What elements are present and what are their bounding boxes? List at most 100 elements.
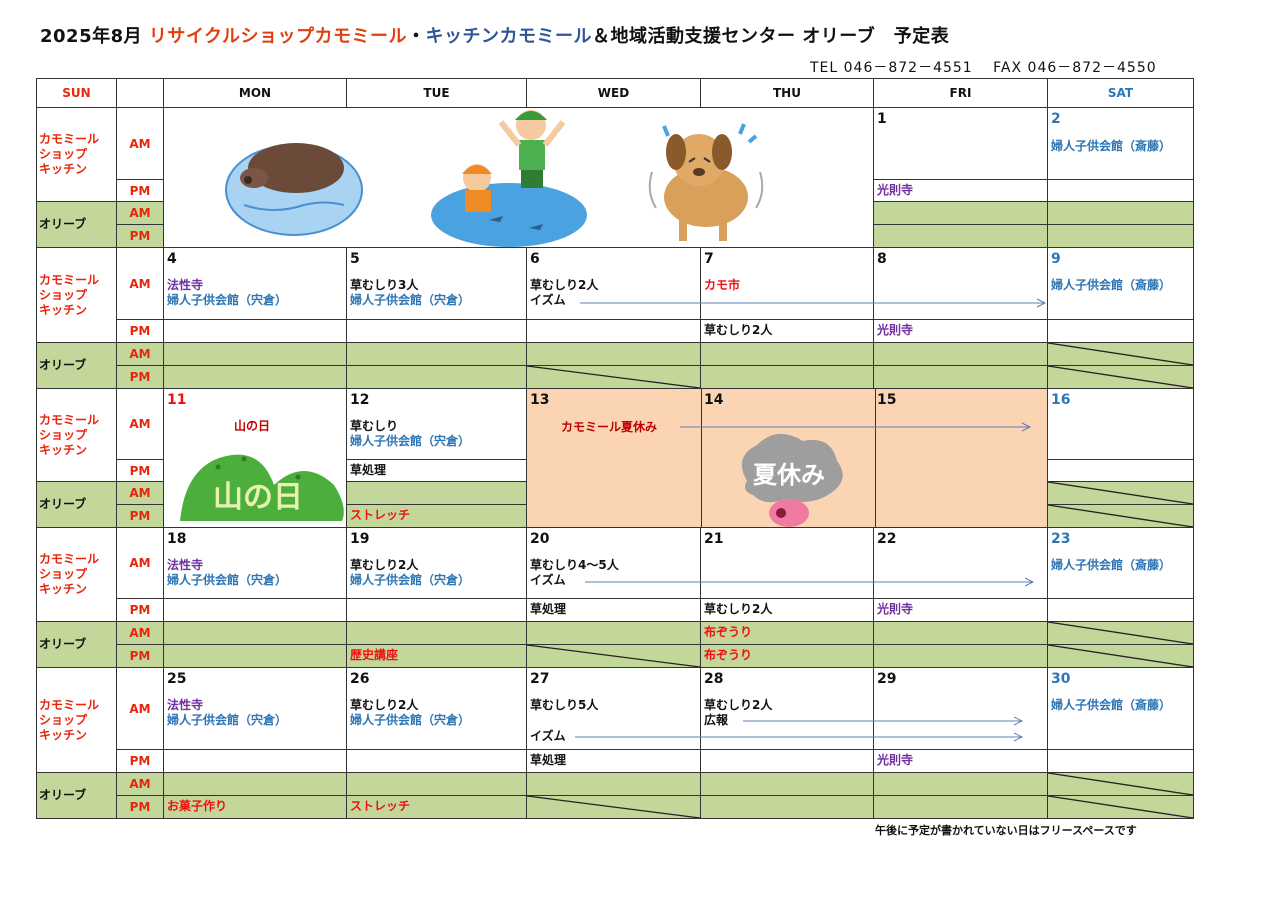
crossed-out-mark [527,645,700,667]
day-cell-pm [163,749,347,773]
schedule-entry: 草処理 [530,602,567,616]
olive-cell-am [873,342,1048,366]
olive-label: オリーブ [39,358,87,372]
schedule-entry: 光則寺 [877,183,914,197]
holiday-label: 山の日 [234,419,271,433]
olive-cell-pm: 布ぞうり [700,644,874,668]
weekday-label: SAT [1107,86,1134,100]
crossed-out-mark [1048,505,1193,527]
slot-label-pm: PM [116,365,164,389]
olive-cell-am [873,621,1048,645]
schedule-entry: 法性寺 [167,698,204,712]
weekday-header-tue: TUE [346,78,527,108]
date-number: 18 [167,531,187,547]
am-label: AM [129,701,151,716]
schedule-entry: イズム [530,293,566,307]
date-number: 4 [167,251,177,267]
schedule-entry: 婦人子供会館（宍倉） [167,573,288,587]
date-number: 26 [350,671,370,687]
slot-label-pm: PM [116,504,164,528]
slot-label-pm: PM [116,749,164,773]
olive-label: オリーブ [39,788,87,802]
olive-cell-pm [526,644,701,668]
olive-cell-pm: ストレッチ [346,795,527,819]
pm-label: PM [129,509,151,523]
olive-cell-pm: 歴史講座 [346,644,527,668]
date-number: 21 [704,531,724,547]
weekday-header-sat: SAT [1047,78,1194,108]
weekday-header-thu: THU [700,78,874,108]
day-cell-am: 2 婦人子供会館（斎藤） [1047,107,1194,180]
crossed-out-mark [1048,773,1193,795]
date-number: 8 [877,251,887,267]
schedule-entry: 婦人子供会館（斎藤） [1051,278,1172,292]
day-cell-am: 30 婦人子供会館（斎藤） [1047,667,1194,750]
day-divider [875,389,876,527]
weekday-header-fri: FRI [873,78,1048,108]
olive-cell-am [700,342,874,366]
title-month: 2025年8月 [40,26,143,47]
day-cell-pm [346,749,527,773]
pm-label: PM [129,754,151,768]
day-cell-pm [1047,749,1194,773]
date-number: 22 [877,531,897,547]
olive-cell-am [163,772,347,796]
schedule-entry: 婦人子供会館（宍倉） [167,713,288,727]
schedule-entry: 草むしり2人 [350,558,419,572]
schedule-entry: 歴史講座 [350,648,399,662]
summer-break-illustration: 夏休み [741,433,843,527]
crossed-out-mark [1048,343,1193,365]
slot-label-am: AM [116,107,164,180]
olive-cell-am [873,772,1048,796]
row-label-shop: カモミール ショップ キッチン [36,667,117,773]
am-label: AM [129,136,151,151]
olive-label: オリーブ [39,497,87,511]
schedule-entry: 草処理 [350,463,387,477]
slot-label-am: AM [116,527,164,599]
title-kitchen: キッチンカモミール [425,26,593,47]
row-label-olive: オリーブ [36,772,117,819]
am-label: AM [129,276,151,291]
weekday-label: MON [238,86,272,100]
day-cell-pm [1047,179,1194,202]
row-label-olive: オリーブ [36,481,117,528]
schedule-entry: 草むしり [350,419,399,433]
day-cell-pm: 光則寺 [873,179,1048,202]
weekday-header-mon: MON [163,78,347,108]
row-label-shop: カモミール ショップ キッチン [36,107,117,202]
schedule-entry: 法性寺 [167,558,204,572]
schedule-entry: 草むしり2人 [704,698,773,712]
crossed-out-mark [527,796,700,818]
dog-shaking-illustration [648,123,764,241]
olive-cell-am [1047,621,1194,645]
date-number: 1 [877,111,887,127]
day-cell-pm: 光則寺 [873,319,1048,343]
am-label: AM [129,206,151,220]
schedule-entry: 婦人子供会館（斎藤） [1051,139,1172,153]
day-cell-pm [1047,459,1194,482]
slot-label-pm: PM [116,224,164,248]
boar-in-water-illustration [225,143,363,236]
slot-label-am: AM [116,342,164,366]
row-label-shop: カモミール ショップ キッチン [36,247,117,343]
date-number: 19 [350,531,370,547]
schedule-entry: 婦人子供会館（宍倉） [350,713,471,727]
slot-label-am: AM [116,667,164,750]
olive-cell-am: 布ぞうり [700,621,874,645]
olive-cell-pm: お菓子作り [163,795,347,819]
schedule-entry: お菓子作り [167,799,228,813]
olive-cell-pm [1047,644,1194,668]
olive-cell-pm [700,795,874,819]
footer-note: 午後に予定が書かれていない日はフリースペースです [875,824,1137,837]
shop-kitchen-label: カモミール ショップ キッチン [39,552,100,596]
date-number: 14 [704,392,724,408]
pm-label: PM [129,229,151,243]
schedule-entry: 広報 [704,713,729,727]
shop-kitchen-label: カモミール ショップ キッチン [39,132,100,176]
olive-cell-pm [873,365,1048,389]
olive-cell-am [873,201,1048,225]
day-cell-am: 22 [873,527,1048,599]
day-cell-am: 16 [1047,388,1194,460]
day-cell-am: 27 草むしり5人 イズム [526,667,701,750]
olive-cell-am [1047,772,1194,796]
